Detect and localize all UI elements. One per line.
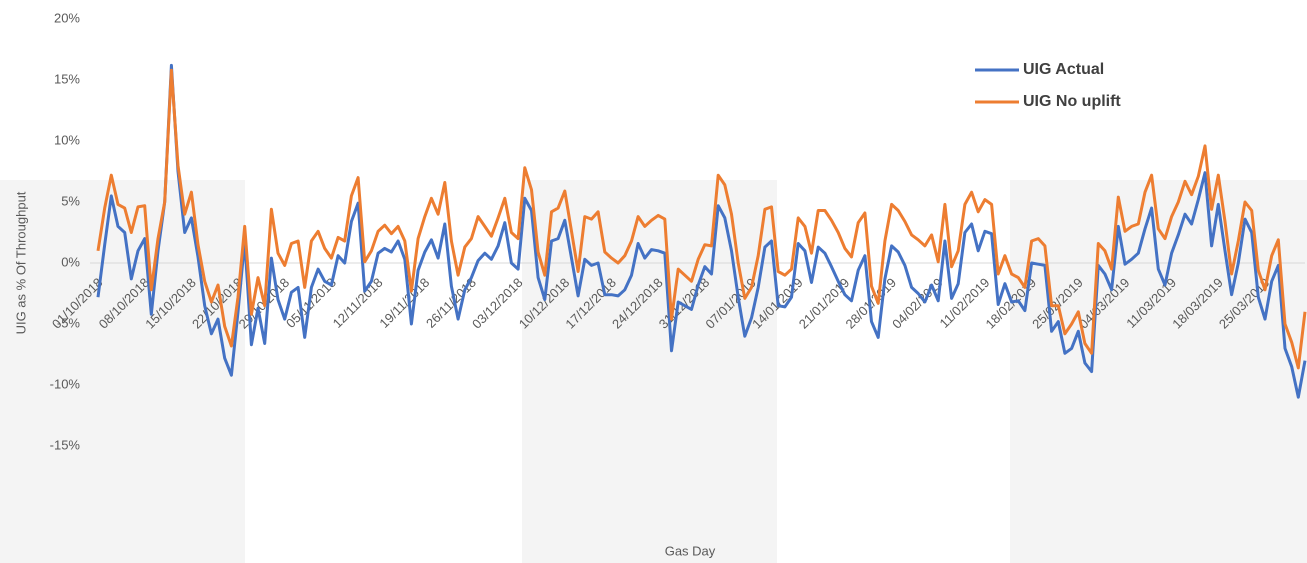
x-axis-title: Gas Day (665, 543, 716, 558)
y-tick-label: -10% (50, 376, 81, 391)
legend-label: UIG Actual (1023, 61, 1104, 78)
y-tick-label: -15% (50, 437, 81, 452)
y-tick-label: 0% (61, 254, 80, 269)
series-line (96, 68, 1307, 370)
y-axis-title: UIG as % Of Throughput (13, 191, 28, 334)
y-tick-label: 5% (61, 193, 80, 208)
x-tick-label: 04/02/2019 (889, 275, 946, 332)
series-line (96, 63, 1307, 399)
y-tick-label: 20% (54, 10, 80, 25)
y-tick-label: 10% (54, 132, 80, 147)
legend-label: UIG No uplift (1023, 93, 1121, 110)
y-tick-label: -5% (57, 315, 81, 330)
y-tick-label: 15% (54, 71, 80, 86)
